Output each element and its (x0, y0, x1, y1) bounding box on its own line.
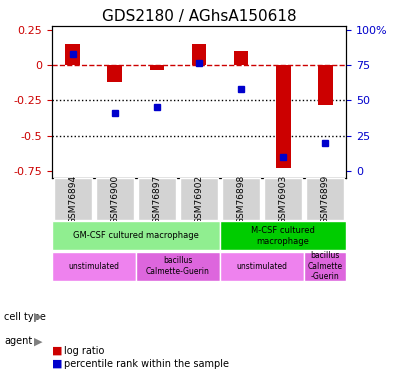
Bar (276, 66, 291, 168)
Text: GSM76903: GSM76903 (279, 174, 288, 224)
FancyBboxPatch shape (54, 178, 92, 220)
Text: GSM76902: GSM76902 (195, 175, 203, 224)
FancyBboxPatch shape (220, 252, 304, 280)
Text: log ratio: log ratio (64, 346, 104, 355)
Text: agent: agent (4, 336, 32, 346)
FancyBboxPatch shape (220, 221, 346, 251)
Text: cell type: cell type (4, 312, 46, 322)
Text: GSM76900: GSM76900 (110, 174, 119, 224)
Text: percentile rank within the sample: percentile rank within the sample (64, 359, 229, 369)
Bar (107, 66, 122, 82)
FancyBboxPatch shape (52, 252, 136, 280)
Text: ■: ■ (52, 346, 62, 355)
Text: ▶: ▶ (34, 312, 42, 322)
Text: GM-CSF cultured macrophage: GM-CSF cultured macrophage (73, 231, 199, 240)
FancyBboxPatch shape (136, 252, 220, 280)
Text: unstimulated: unstimulated (68, 262, 119, 271)
FancyBboxPatch shape (304, 252, 346, 280)
Bar (234, 51, 248, 66)
FancyBboxPatch shape (180, 178, 218, 220)
Text: M-CSF cultured
macrophage: M-CSF cultured macrophage (251, 226, 315, 246)
FancyBboxPatch shape (264, 178, 302, 220)
FancyBboxPatch shape (52, 221, 220, 251)
FancyBboxPatch shape (138, 178, 176, 220)
Text: GSM76897: GSM76897 (152, 174, 162, 224)
Text: ■: ■ (52, 359, 62, 369)
FancyBboxPatch shape (96, 178, 134, 220)
FancyBboxPatch shape (222, 178, 260, 220)
Bar (192, 45, 206, 66)
Bar (150, 66, 164, 70)
Text: GSM76898: GSM76898 (236, 174, 246, 224)
Text: ▶: ▶ (34, 336, 42, 346)
FancyBboxPatch shape (306, 178, 344, 220)
Text: bacillus
Calmette
-Guerin: bacillus Calmette -Guerin (308, 251, 343, 281)
Bar (318, 66, 333, 105)
Bar (65, 45, 80, 66)
Title: GDS2180 / AGhsA150618: GDS2180 / AGhsA150618 (101, 9, 297, 24)
Text: bacillus
Calmette-Guerin: bacillus Calmette-Guerin (146, 256, 210, 276)
Text: GSM76899: GSM76899 (321, 174, 330, 224)
Text: GSM76894: GSM76894 (68, 175, 77, 224)
Text: unstimulated: unstimulated (237, 262, 288, 271)
